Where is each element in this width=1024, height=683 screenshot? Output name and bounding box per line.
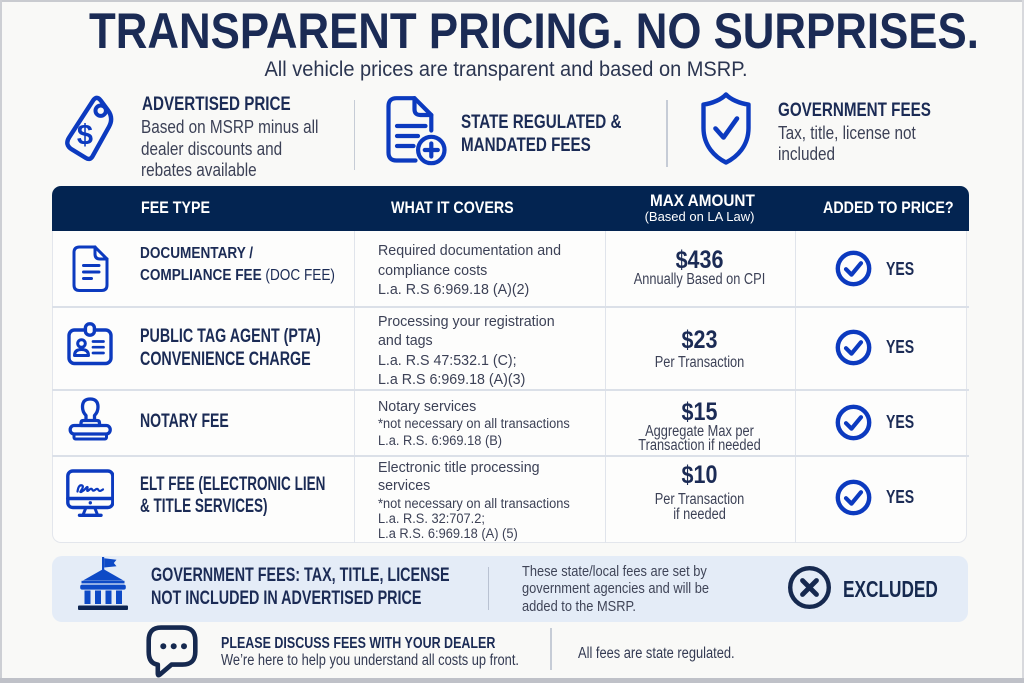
svg-text:$: $ — [77, 120, 93, 152]
